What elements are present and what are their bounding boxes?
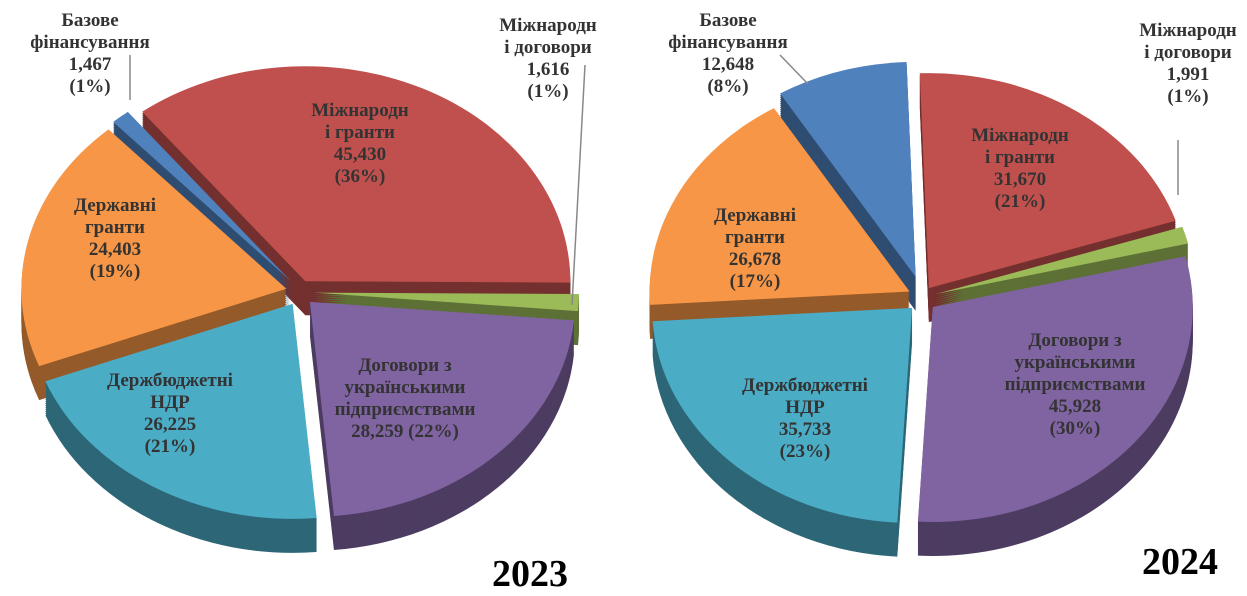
- category-label: Договори з українськими підприємствами: [334, 355, 476, 420]
- slice: [309, 301, 574, 516]
- slice-label: Міжнародн і гранти 31,670 (21%): [971, 125, 1069, 213]
- percent-label: (30%): [1049, 418, 1101, 439]
- value-label: 24,403: [88, 239, 142, 260]
- category-label: Базове фінансування: [30, 10, 150, 53]
- value-label: 26,678: [728, 249, 782, 270]
- slice: [113, 111, 291, 282]
- slice: [652, 307, 913, 523]
- slice-label: Договори з українськими підприємствами 28…: [335, 355, 476, 443]
- value-label: 1,616: [526, 59, 570, 80]
- slice-label: Міжнародн і договори 1,616 (1%): [499, 15, 597, 103]
- value-label: 26,225: [143, 414, 197, 435]
- value-label: 1,467: [68, 54, 112, 75]
- slice-label: Міжнародн і гранти 45,430 (36%): [311, 100, 409, 188]
- category-label: Базове фінансування: [668, 10, 788, 53]
- category-label: Міжнародн і гранти: [971, 125, 1069, 168]
- percent-label: (8%): [707, 76, 749, 97]
- category-label: Держбюджетні НДР: [107, 370, 233, 413]
- percent-label: (36%): [334, 166, 386, 187]
- percent-label: (19%): [89, 261, 141, 282]
- category-label: Державні гранти: [713, 205, 797, 248]
- slice-label: Міжнародн і договори 1,991 (1%): [1139, 20, 1237, 108]
- slice-label: Базове фінансування 12,648 (8%): [668, 10, 787, 98]
- percent-label: (21%): [994, 191, 1046, 212]
- slice: [21, 129, 287, 367]
- category-label: Міжнародн і гранти: [311, 100, 409, 143]
- percent-label: (1%): [69, 76, 111, 97]
- slice-label: Державні гранти 26,678 (17%): [714, 205, 796, 293]
- value-label: 12,648: [701, 54, 755, 75]
- slice: [935, 226, 1189, 295]
- slice-label: Договори з українськими підприємствами 45…: [1005, 330, 1146, 440]
- leader-line: [779, 54, 809, 85]
- category-label: Договори з українськими підприємствами: [1004, 330, 1146, 395]
- chart-title: 2023: [492, 553, 568, 595]
- percent-label: (1%): [1167, 86, 1209, 107]
- value-label: 45,430: [333, 144, 387, 165]
- leader-line: [571, 64, 586, 306]
- slice-label: Держбюджетні НДР 26,225 (21%): [107, 370, 233, 458]
- slice: [142, 66, 571, 283]
- category-label: Держбюджетні НДР: [742, 375, 868, 418]
- slice: [313, 292, 579, 312]
- slice: [917, 256, 1193, 522]
- value-label: 31,670: [993, 169, 1047, 190]
- value-label: 28,259: [351, 421, 404, 442]
- value-label: 45,928: [1048, 396, 1102, 417]
- slice: [919, 73, 1176, 289]
- percent-label: (22%): [408, 421, 459, 442]
- slice-label: Державні гранти 24,403 (19%): [74, 195, 156, 283]
- slice: [649, 108, 910, 305]
- percent-label: (23%): [779, 441, 831, 462]
- slice: [780, 62, 916, 277]
- category-label: Міжнародн і договори: [1139, 20, 1237, 63]
- value-label: 1,991: [1166, 64, 1210, 85]
- slice-label: Базове фінансування 1,467 (1%): [30, 10, 149, 98]
- chart-title: 2024: [1142, 541, 1218, 583]
- value-label: 35,733: [778, 419, 832, 440]
- percent-label: (1%): [527, 81, 569, 102]
- percent-label: (21%): [144, 436, 196, 457]
- category-label: Міжнародн і договори: [499, 15, 597, 58]
- slice-label: Держбюджетні НДР 35,733 (23%): [742, 375, 868, 463]
- category-label: Державні гранти: [73, 195, 157, 238]
- percent-label: (17%): [729, 271, 781, 292]
- slice: [45, 303, 317, 519]
